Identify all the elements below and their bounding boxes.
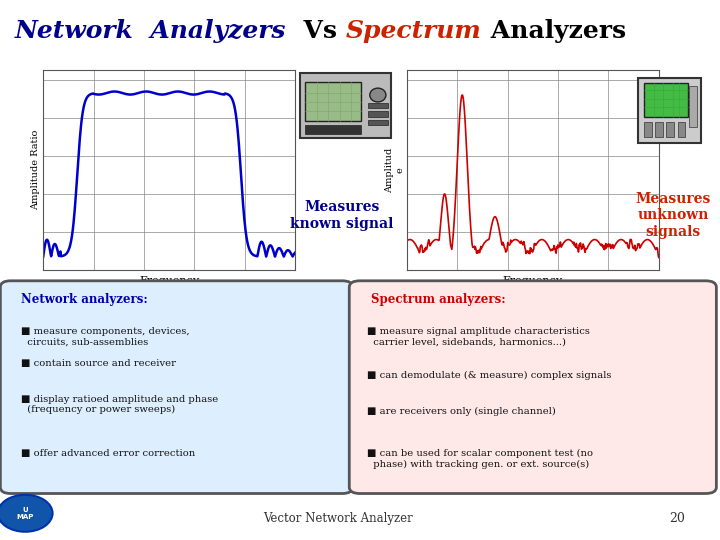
Text: 20: 20 — [669, 511, 685, 525]
Text: Spectrum analyzers:: Spectrum analyzers: — [371, 293, 505, 306]
Bar — [644, 83, 688, 117]
FancyBboxPatch shape — [300, 73, 391, 138]
Text: ■ can demodulate (& measure) complex signals: ■ can demodulate (& measure) complex sig… — [367, 372, 611, 381]
Text: ■ display ratioed amplitude and phase
  (frequency or power sweeps): ■ display ratioed amplitude and phase (f… — [21, 395, 218, 414]
Text: ■ measure signal amplitude characteristics
  carrier level, sidebands, harmonics: ■ measure signal amplitude characteristi… — [367, 327, 590, 347]
Text: Network  Analyzers: Network Analyzers — [14, 19, 286, 43]
Circle shape — [370, 88, 386, 102]
Bar — [368, 120, 388, 125]
X-axis label: Frequency: Frequency — [139, 275, 199, 286]
Bar — [667, 122, 675, 137]
Text: U
MAP: U MAP — [17, 507, 34, 520]
Text: ■ can be used for scalar component test (no
  phase) with tracking gen. or ext. : ■ can be used for scalar component test … — [367, 449, 593, 469]
Text: ■ contain source and receiver: ■ contain source and receiver — [21, 359, 176, 368]
Text: Analyzers: Analyzers — [482, 19, 626, 43]
Bar — [678, 122, 685, 137]
Bar — [690, 86, 698, 127]
Text: Spectrum: Spectrum — [346, 19, 482, 43]
Bar — [655, 122, 663, 137]
Bar — [305, 82, 361, 121]
FancyBboxPatch shape — [638, 78, 701, 143]
Text: Measures
unknown
signals: Measures unknown signals — [636, 192, 711, 239]
Bar — [368, 103, 388, 108]
Text: Measures
known signal: Measures known signal — [290, 200, 394, 231]
Text: Network analyzers:: Network analyzers: — [21, 293, 148, 306]
Text: ■ are receivers only (single channel): ■ are receivers only (single channel) — [367, 407, 556, 416]
Y-axis label: Amplitude Ratio: Amplitude Ratio — [32, 130, 40, 210]
Y-axis label: Amplitud
e: Amplitud e — [384, 147, 404, 193]
Circle shape — [0, 495, 53, 532]
Bar — [644, 122, 652, 137]
Bar — [368, 111, 388, 117]
Text: Vs: Vs — [286, 19, 346, 43]
X-axis label: Frequency: Frequency — [503, 275, 563, 286]
FancyBboxPatch shape — [1, 281, 353, 494]
Text: ■ measure components, devices,
  circuits, sub-assemblies: ■ measure components, devices, circuits,… — [21, 327, 189, 347]
FancyBboxPatch shape — [349, 281, 716, 494]
Text: Vector Network Analyzer: Vector Network Analyzer — [264, 511, 413, 525]
Bar — [305, 125, 361, 134]
Text: ■ offer advanced error correction: ■ offer advanced error correction — [21, 449, 195, 458]
